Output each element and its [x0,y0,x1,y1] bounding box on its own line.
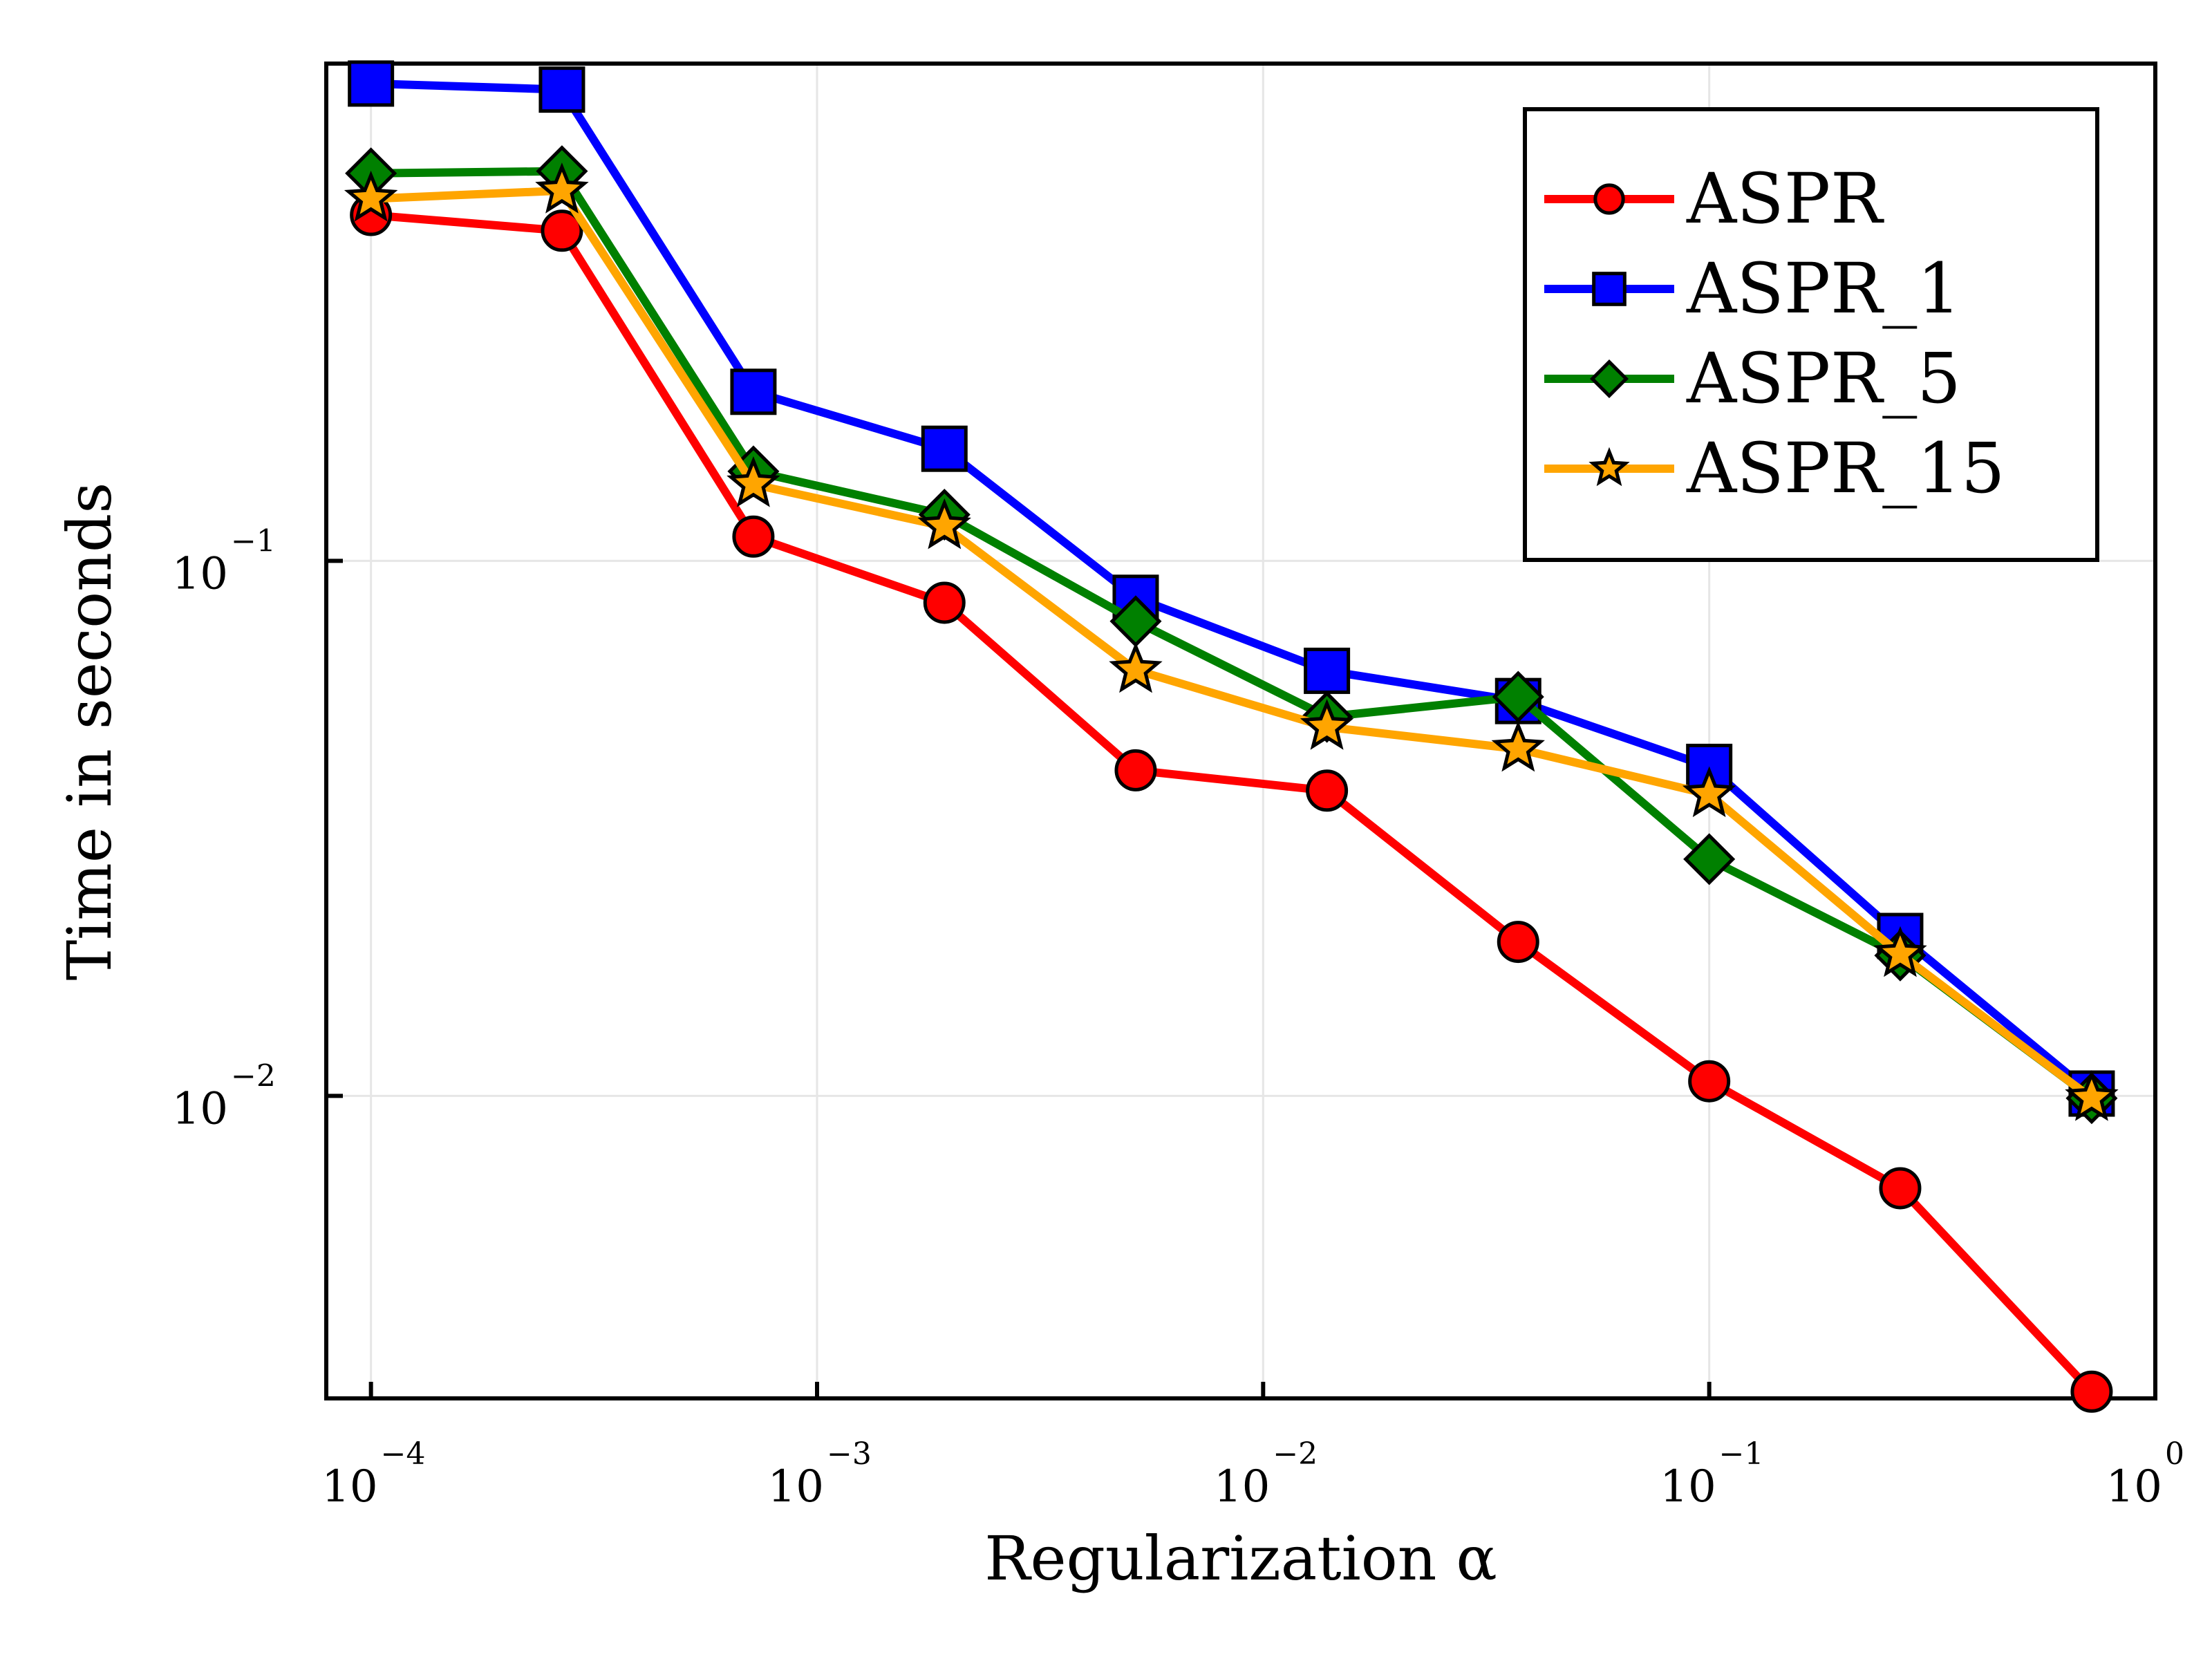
data-point-aspr-15 [1300,699,1354,750]
data-point-aspr-5 [1683,833,1736,885]
data-point-aspr-15 [1491,720,1545,772]
data-point-aspr-15 [1873,926,1927,977]
data-point-aspr-15 [344,170,398,222]
y-tick-label: 10 [172,1083,228,1134]
series-group [344,60,2119,1413]
data-point-aspr [923,581,966,624]
series-line-aspr-5 [371,167,2094,1102]
data-point-aspr [1497,921,1539,964]
legend-label: ASPR [1686,158,1884,239]
y-tick-exponent: −2 [231,1058,276,1094]
data-point-aspr [1306,769,1349,812]
data-point-aspr-1 [538,66,585,113]
legend-item-aspr: ASPR [1544,158,1884,239]
plot-frame [324,62,2157,1400]
data-point-aspr-15 [1682,766,1736,818]
y-tick-exponent: −1 [231,523,276,559]
y-axis-label: Time in seconds [54,482,125,981]
x-axis-label: Regularization α [984,1523,1497,1594]
legend-marker-star [1588,447,1630,487]
data-point-aspr-15 [727,456,780,507]
x-tick-label: 10 [2106,1461,2162,1512]
data-point-aspr [541,209,583,252]
x-tick-label: 10 [1214,1461,1270,1512]
legend-marker-circle [1593,183,1625,215]
data-point-aspr-1 [730,368,777,415]
x-tick-label: 10 [321,1461,377,1512]
data-point-aspr-15 [535,162,589,214]
data-point-aspr-15 [2065,1069,2119,1121]
legend: ASPR ASPR_1 ASPR_5 ASPR_15 [1523,107,2099,562]
x-tick-exponent: −1 [1719,1436,1764,1472]
data-point-aspr-15 [1109,641,1163,693]
x-tick-exponent: −2 [1273,1436,1318,1472]
legend-item-aspr-1: ASPR_1 [1544,248,1961,329]
data-point-aspr [1879,1167,1922,1210]
series-line-aspr [371,211,2095,1395]
series-aspr [350,194,2113,1413]
legend-marker-square [1592,272,1627,306]
legend-label: ASPR_5 [1686,338,1961,419]
data-point-aspr [1688,1060,1731,1103]
legend-item-aspr-5: ASPR_5 [1544,338,1961,419]
legend-item-aspr-15: ASPR_15 [1544,428,2005,509]
series-line-aspr-15 [371,186,2094,1102]
data-point-aspr-15 [917,498,971,550]
x-tick-label: 10 [1660,1461,1716,1512]
x-tick-exponent: −3 [827,1436,872,1472]
legend-label: ASPR_15 [1686,428,2005,509]
legend-label: ASPR_1 [1686,248,1961,329]
y-tick-label: 10 [172,548,228,599]
x-tick-exponent: −4 [381,1436,426,1472]
legend-marker-diamond [1589,359,1629,399]
x-tick-exponent: 0 [2165,1436,2184,1472]
data-point-aspr [1114,749,1157,791]
data-point-aspr-5 [1492,671,1544,723]
data-point-aspr-1 [348,60,395,107]
series-aspr-15 [344,162,2119,1121]
data-point-aspr [732,515,775,558]
data-point-aspr-1 [921,425,968,472]
x-tick-label: 10 [768,1461,824,1512]
data-point-aspr [2070,1370,2113,1413]
series-line-aspr-1 [371,79,2094,1097]
data-point-aspr-1 [1304,647,1351,694]
